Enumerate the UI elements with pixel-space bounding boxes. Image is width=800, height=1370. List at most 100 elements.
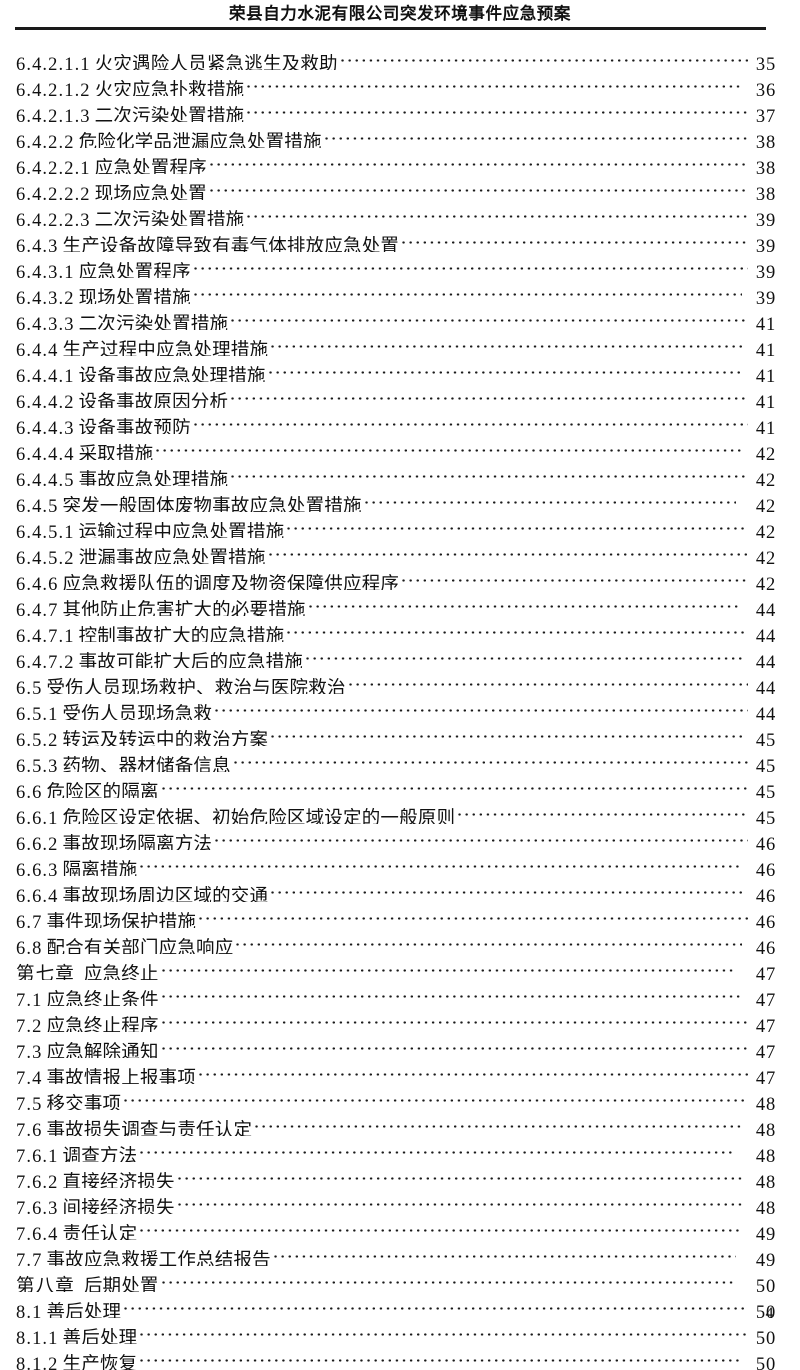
toc-entry[interactable]: 6.6.2 事故现场隔离方法 46 [16, 824, 776, 850]
toc-entry-number: 7.4 [16, 1069, 43, 1084]
toc-entry[interactable]: 6.4.4.5 事故应急处理措施 42 [16, 460, 776, 486]
toc-dot-leader [175, 1188, 748, 1214]
toc-entry-title: 事故现场隔离方法 [62, 835, 213, 850]
toc-entry-number: 6.4.4.5 [16, 471, 75, 486]
toc-entry-title: 善后处理 [46, 1303, 122, 1318]
toc-entry-label: 6.6 危险区的隔离 [16, 780, 159, 798]
toc-entry[interactable]: 6.7 事件现场保护措施 46 [16, 902, 776, 928]
toc-entry[interactable]: 6.4.4.2 设备事故原因分析 41 [16, 382, 776, 408]
toc-entry[interactable]: 7.2 应急终止程序 47 [16, 1006, 776, 1032]
toc-dot-leader [245, 70, 748, 96]
toc-entry-number: 6.6.4 [16, 887, 59, 902]
toc-entry[interactable]: 7.6 事故损失调查与责任认定 48 [16, 1110, 776, 1136]
toc-entry-page-number: 48 [755, 1173, 776, 1188]
toc-entry[interactable]: 6.6.1 危险区设定依据、初始危险区域设定的一般原则 45 [16, 798, 776, 824]
toc-entry[interactable]: 6.4.5 突发一般固体废物事故应急处置措施 42 [16, 486, 776, 512]
toc-entry[interactable]: 7.7 事故应急救援工作总结报告 49 [16, 1240, 776, 1266]
toc-entry-label: 6.4.5.1 运输过程中应急处置措施 [16, 520, 284, 538]
toc-entry-title: 药物、器材储备信息 [62, 757, 231, 772]
toc-entry[interactable]: 6.4.7 其他防止危害扩大的必要措施 44 [16, 590, 776, 616]
toc-entry[interactable]: 6.5 受伤人员现场救护、救治与医院救治 44 [16, 668, 776, 694]
toc-entry[interactable]: 6.4.6 应急救援队伍的调度及物资保障供应程序 42 [16, 564, 776, 590]
toc-entry-number: 6.6.1 [16, 809, 59, 824]
toc-entry[interactable]: 7.6.4 责任认定 49 [16, 1214, 776, 1240]
toc-entry[interactable]: 6.4.4.1 设备事故应急处理措施 41 [16, 356, 776, 382]
toc-entry[interactable]: 7.4 事故情报上报事项 47 [16, 1058, 776, 1084]
toc-entry[interactable]: 6.4.3.2 现场处置措施 39 [16, 278, 776, 304]
toc-entry[interactable]: 6.4.2.2.2 现场应急处置 38 [16, 174, 776, 200]
toc-entry[interactable]: 7.1 应急终止条件 47 [16, 980, 776, 1006]
toc-entry-number: 6.4.3.1 [16, 263, 75, 278]
toc-entry[interactable]: 第八章 后期处置 50 [16, 1266, 776, 1292]
toc-entry-label: 8.1.1 善后处理 [16, 1326, 137, 1344]
toc-entry-number: 6.4.4 [16, 341, 59, 356]
toc-entry-number: 7.6.4 [16, 1225, 59, 1240]
toc-entry-page-number: 50 [755, 1355, 776, 1370]
toc-dot-leader [245, 96, 748, 122]
toc-dot-leader [122, 1084, 748, 1110]
toc-entry[interactable]: 8.1 善后处理 50 [16, 1292, 776, 1318]
toc-entry-number: 6.6 [16, 783, 43, 798]
toc-entry[interactable]: 8.1.1 善后处理 50 [16, 1318, 776, 1344]
toc-dot-leader [213, 694, 748, 720]
toc-entry[interactable]: 6.4.3 生产设备故障导致有毒气体排放应急处置 39 [16, 226, 776, 252]
toc-entry[interactable]: 6.4.2.2.3 二次污染处置措施 39 [16, 200, 776, 226]
toc-entry[interactable]: 6.4.5.2 泄漏事故应急处置措施 42 [16, 538, 776, 564]
toc-entry[interactable]: 6.5.3 药物、器材储备信息 45 [16, 746, 776, 772]
toc-dot-leader [191, 408, 748, 434]
toc-entry[interactable]: 7.6.2 直接经济损失 48 [16, 1162, 776, 1188]
toc-entry[interactable]: 6.6.3 隔离措施 46 [16, 850, 776, 876]
toc-entry[interactable]: 6.4.4.4 采取措施 42 [16, 434, 776, 460]
toc-dot-leader [207, 174, 748, 200]
toc-entry[interactable]: 6.4.2.1.3 二次污染处置措施 37 [16, 96, 776, 122]
toc-entry-label: 6.4.2.1.2 火灾应急扑救措施 [16, 78, 244, 96]
toc-entry[interactable]: 7.6.1 调查方法 48 [16, 1136, 776, 1162]
toc-entry-page-number: 48 [755, 1199, 776, 1214]
toc-entry-number: 7.6 [16, 1121, 43, 1136]
toc-entry[interactable]: 6.5.2 转运及转运中的救治方案 45 [16, 720, 776, 746]
toc-entry-label: 7.6.1 调查方法 [16, 1144, 137, 1162]
toc-entry-title: 后期处置 [83, 1277, 159, 1292]
toc-entry-number: 7.6.2 [16, 1173, 59, 1188]
toc-entry-title: 危险区的隔离 [46, 783, 159, 798]
toc-entry-number: 6.4.5.2 [16, 549, 75, 564]
toc-entry[interactable]: 7.3 应急解除通知 47 [16, 1032, 776, 1058]
toc-entry[interactable]: 6.4.7.2 事故可能扩大后的应急措施 44 [16, 642, 776, 668]
toc-entry-number: 6.4.4.4 [16, 445, 75, 460]
toc-entry-title: 生产恢复 [62, 1355, 138, 1370]
toc-entry[interactable]: 6.4.4.3 设备事故预防 41 [16, 408, 776, 434]
toc-entry[interactable]: 6.4.2.2.1 应急处置程序 38 [16, 148, 776, 174]
toc-entry-page-number: 48 [755, 1121, 776, 1136]
toc-entry-page-number: 50 [755, 1303, 776, 1318]
toc-entry-number: 7.5 [16, 1095, 43, 1110]
toc-entry[interactable]: 6.4.3.3 二次污染处置措施 41 [16, 304, 776, 330]
toc-entry[interactable]: 6.4.4 生产过程中应急处理措施 41 [16, 330, 776, 356]
toc-entry[interactable]: 6.4.3.1 应急处置程序 39 [16, 252, 776, 278]
toc-entry-page-number: 42 [755, 497, 776, 512]
toc-entry-label: 6.4.7.2 事故可能扩大后的应急措施 [16, 650, 303, 668]
toc-entry[interactable]: 6.4.2.1.2 火灾应急扑救措施 36 [16, 70, 776, 96]
toc-entry-number: 6.4.2.1.2 [16, 81, 91, 96]
toc-entry-label: 6.4.2.1.1 火灾遇险人员紧急逃生及救助 [16, 52, 338, 70]
toc-entry-title: 间接经济损失 [62, 1199, 175, 1214]
toc-entry-page-number: 42 [755, 445, 776, 460]
toc-entry-number: 6.4.7 [16, 601, 59, 616]
toc-dot-leader [122, 1292, 748, 1318]
toc-entry[interactable]: 7.5 移交事项 48 [16, 1084, 776, 1110]
toc-entry[interactable]: 8.1.2 生产恢复 50 [16, 1344, 776, 1370]
toc-entry-label: 7.6.3 间接经济损失 [16, 1196, 175, 1214]
toc-entry[interactable]: 6.4.5.1 运输过程中应急处置措施 42 [16, 512, 776, 538]
toc-dot-leader [138, 1136, 748, 1162]
toc-entry[interactable]: 6.4.2.1.1 火灾遇险人员紧急逃生及救助 35 [16, 44, 776, 70]
toc-entry[interactable]: 6.6.4 事故现场周边区域的交通 46 [16, 876, 776, 902]
toc-entry[interactable]: 7.6.3 间接经济损失 48 [16, 1188, 776, 1214]
toc-entry-page-number: 42 [755, 471, 776, 486]
toc-entry-page-number: 44 [755, 627, 776, 642]
toc-entry[interactable]: 6.5.1 受伤人员现场急救 44 [16, 694, 776, 720]
toc-entry[interactable]: 第七章 应急终止 47 [16, 954, 776, 980]
toc-entry[interactable]: 6.8 配合有关部门应急响应 46 [16, 928, 776, 954]
toc-entry[interactable]: 6.6 危险区的隔离 45 [16, 772, 776, 798]
toc-entry[interactable]: 6.4.7.1 控制事故扩大的应急措施 44 [16, 616, 776, 642]
toc-dot-leader [271, 1240, 748, 1266]
toc-entry[interactable]: 6.4.2.2 危险化学品泄漏应急处置措施 38 [16, 122, 776, 148]
